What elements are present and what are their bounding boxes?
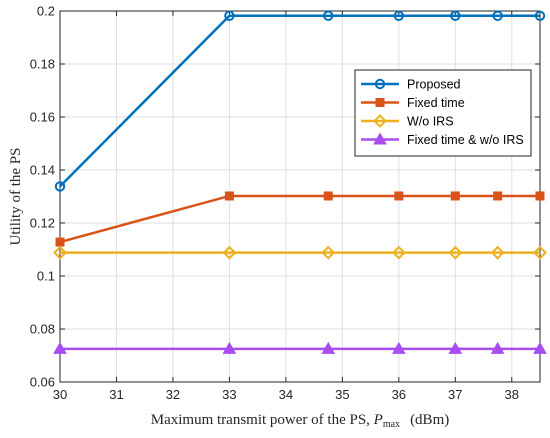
data-point [224, 10, 235, 21]
data-point [490, 245, 505, 260]
data-point [54, 181, 66, 192]
x-tick-label: 31 [109, 387, 123, 402]
data-point [53, 341, 67, 354]
y-axis-label: Utility of the PS [8, 148, 24, 246]
data-point [450, 191, 460, 201]
data-point [391, 245, 406, 260]
legend-marker [373, 114, 387, 128]
data-point [493, 191, 503, 201]
data-point [534, 10, 546, 21]
legend-label: W/o IRS [407, 115, 454, 129]
x-axis-label-symbol: P [373, 412, 383, 428]
data-point [393, 10, 405, 21]
x-axis-label-unit: (dBm) [410, 412, 449, 428]
y-tick-label: 0.18 [30, 57, 55, 72]
data-point [321, 245, 336, 260]
data-point [533, 341, 547, 354]
data-point [490, 341, 505, 354]
x-tick-label: 30 [53, 387, 67, 402]
y-tick-label: 0.14 [30, 163, 55, 178]
y-tick-label: 0.06 [30, 375, 55, 390]
data-point [323, 191, 333, 201]
legend-label: Fixed time & w/o IRS [407, 133, 524, 147]
y-tick-label: 0.16 [30, 110, 55, 125]
x-axis-label: Maximum transmit power of the PS, Pmax (d… [151, 412, 449, 430]
data-point [448, 245, 463, 260]
x-axis-label-text: Maximum transmit power of the PS, [151, 412, 374, 428]
data-point [492, 10, 503, 21]
y-tick-label: 0.12 [30, 216, 55, 231]
data-point [394, 191, 404, 201]
data-point [222, 341, 237, 354]
x-tick-label: 37 [448, 387, 462, 402]
data-point [222, 245, 237, 260]
legend-marker [373, 132, 387, 145]
legend-marker [374, 78, 386, 90]
x-tick-label: 38 [505, 387, 519, 402]
x-tick-label: 36 [392, 387, 406, 402]
data-point [323, 10, 334, 21]
data-point [53, 245, 67, 260]
legend-label: Fixed time [407, 96, 465, 110]
legend-label: Proposed [407, 78, 461, 92]
x-axis-label-subscript: max [383, 419, 400, 430]
y-tick-label: 0.1 [37, 269, 55, 284]
data-point [533, 245, 547, 260]
x-tick-label: 32 [166, 387, 180, 402]
y-tick-label: 0.08 [30, 322, 55, 337]
x-tick-label: 35 [335, 387, 349, 402]
data-point [448, 341, 463, 354]
data-point [224, 191, 234, 201]
y-tick-label: 0.2 [37, 4, 55, 19]
x-tick-label: 34 [279, 387, 293, 402]
data-point [535, 191, 545, 201]
x-tick-label: 33 [222, 387, 236, 402]
legend-marker [375, 98, 385, 107]
data-point [321, 341, 336, 354]
data-point [55, 237, 65, 247]
series-line-0 [59, 14, 540, 188]
data-point [450, 10, 461, 21]
data-point [391, 341, 406, 354]
